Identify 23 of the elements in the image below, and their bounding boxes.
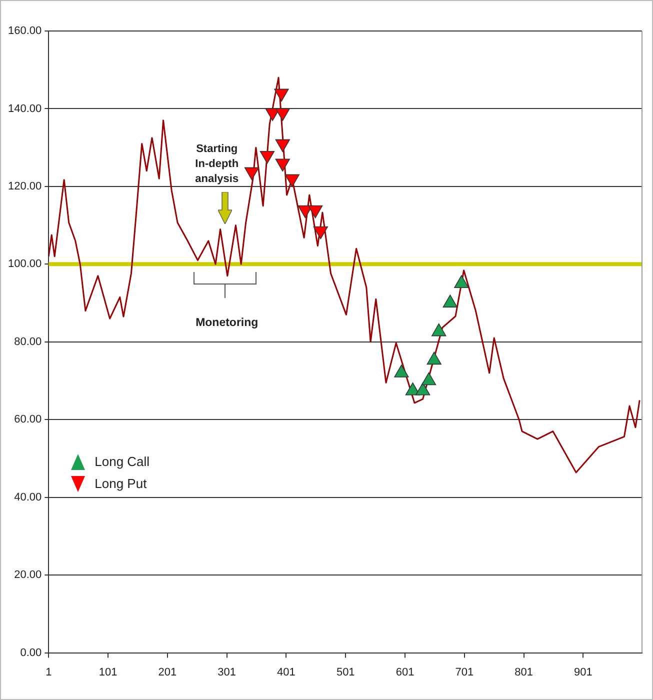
- annotation: Starting In-depth analysis: [195, 142, 239, 185]
- x-tick-label: 601: [396, 666, 414, 678]
- y-tick-label: 140.00: [8, 102, 42, 115]
- x-tick-label: 301: [218, 666, 236, 678]
- y-tick-label: 0.00: [20, 646, 42, 659]
- x-tick-label: 401: [277, 666, 296, 678]
- annotation: Monetoring: [196, 316, 258, 329]
- y-tick-label: 80.00: [14, 336, 42, 348]
- y-tick-label: 60.00: [14, 414, 42, 426]
- x-tick-label: 501: [336, 666, 355, 678]
- y-tick-label: 120.00: [8, 180, 42, 192]
- y-tick-label: 40.00: [14, 491, 42, 504]
- y-tick-label: 100.00: [8, 258, 42, 270]
- x-tick-label: 901: [574, 666, 592, 678]
- x-tick-label: 801: [514, 666, 533, 678]
- y-tick-label: 20.00: [14, 569, 42, 582]
- y-tick-label: 160.00: [8, 25, 42, 38]
- x-tick-label: 201: [158, 666, 177, 678]
- legend-label: Long Put: [94, 476, 147, 492]
- x-tick-label: 701: [455, 666, 474, 678]
- legend-label: Long Call: [94, 454, 150, 470]
- x-tick-label: 1: [46, 666, 52, 678]
- x-tick-label: 101: [98, 666, 118, 678]
